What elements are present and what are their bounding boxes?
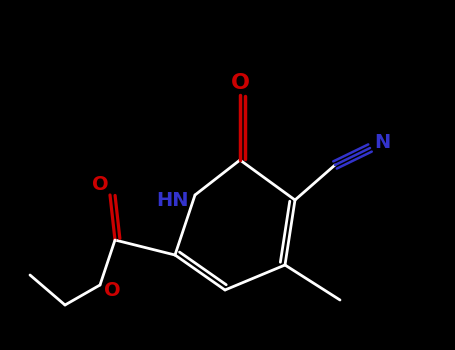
Text: HN: HN (157, 190, 189, 210)
Text: O: O (231, 73, 249, 93)
Text: O: O (92, 175, 108, 195)
Text: O: O (104, 280, 120, 300)
Text: N: N (374, 133, 390, 153)
